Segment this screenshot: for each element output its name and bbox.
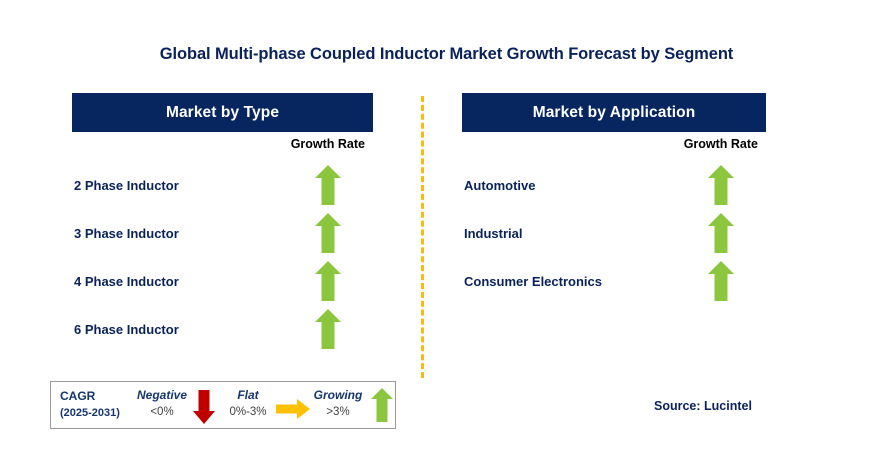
segment-label: Consumer Electronics bbox=[464, 273, 602, 289]
segment-list-type: 2 Phase Inductor 3 Phase Inductor 4 Phas… bbox=[72, 161, 373, 353]
panel-market-by-type: Market by Type Growth Rate 2 Phase Induc… bbox=[72, 93, 373, 349]
list-item: 3 Phase Inductor bbox=[72, 209, 373, 257]
arrow-right-icon bbox=[276, 399, 310, 419]
segment-label: 4 Phase Inductor bbox=[74, 273, 179, 289]
list-item: Consumer Electronics bbox=[462, 257, 766, 305]
legend-item-name: Negative bbox=[136, 388, 188, 402]
growth-rate-column-header: Growth Rate bbox=[683, 137, 758, 151]
panel-market-by-application: Market by Application Growth Rate Automo… bbox=[462, 93, 766, 301]
source-note: Source: Lucintel bbox=[654, 399, 752, 413]
segment-label: 3 Phase Inductor bbox=[74, 225, 179, 241]
legend-item-range: >3% bbox=[326, 406, 350, 418]
legend-box: CAGR (2025-2031) Negative <0% Flat 0%-3% bbox=[50, 381, 396, 429]
segment-label: Industrial bbox=[464, 225, 523, 241]
arrow-up-icon bbox=[708, 213, 734, 253]
legend-item-name: Flat bbox=[237, 388, 259, 402]
legend-content: CAGR (2025-2031) Negative <0% Flat 0%-3% bbox=[51, 382, 395, 428]
panel-header-market-by-type: Market by Type bbox=[72, 93, 373, 132]
list-item: 4 Phase Inductor bbox=[72, 257, 373, 305]
segment-list-application: Automotive Industrial Consumer Electroni… bbox=[462, 161, 766, 305]
page-title: Global Multi-phase Coupled Inductor Mark… bbox=[159, 45, 734, 63]
list-item: 2 Phase Inductor bbox=[72, 161, 373, 209]
legend-cagr-title: CAGR bbox=[60, 389, 96, 403]
segment-label: Automotive bbox=[464, 177, 536, 193]
list-item: Automotive bbox=[462, 161, 766, 209]
legend-item-range: 0%-3% bbox=[229, 406, 267, 418]
segment-label: 2 Phase Inductor bbox=[74, 177, 179, 193]
vertical-dashed-divider bbox=[421, 96, 424, 378]
list-item: 6 Phase Inductor bbox=[72, 305, 373, 353]
arrow-up-icon bbox=[371, 388, 393, 422]
arrow-up-icon bbox=[708, 165, 734, 205]
legend-cagr-period: (2025-2031) bbox=[60, 407, 120, 419]
panel-header-label: Market by Application bbox=[532, 103, 696, 121]
panel-header-market-by-application: Market by Application bbox=[462, 93, 766, 132]
legend-item-name: Growing bbox=[313, 388, 363, 402]
legend-item-flat: Flat 0%-3% bbox=[219, 387, 277, 421]
arrow-up-icon bbox=[315, 213, 341, 253]
growth-rate-column-header: Growth Rate bbox=[290, 137, 365, 151]
arrow-up-icon bbox=[708, 261, 734, 301]
list-item: Industrial bbox=[462, 209, 766, 257]
legend-item-growing: Growing >3% bbox=[307, 387, 369, 421]
arrow-up-icon bbox=[315, 165, 341, 205]
arrow-up-icon bbox=[315, 261, 341, 301]
panel-header-label: Market by Type bbox=[165, 103, 280, 121]
legend-item-range: <0% bbox=[150, 406, 174, 418]
arrow-down-icon bbox=[193, 390, 215, 424]
segment-label: 6 Phase Inductor bbox=[74, 321, 179, 337]
legend-item-negative: Negative <0% bbox=[133, 387, 191, 421]
arrow-up-icon bbox=[315, 309, 341, 349]
legend-cagr-label: CAGR (2025-2031) bbox=[60, 388, 120, 422]
